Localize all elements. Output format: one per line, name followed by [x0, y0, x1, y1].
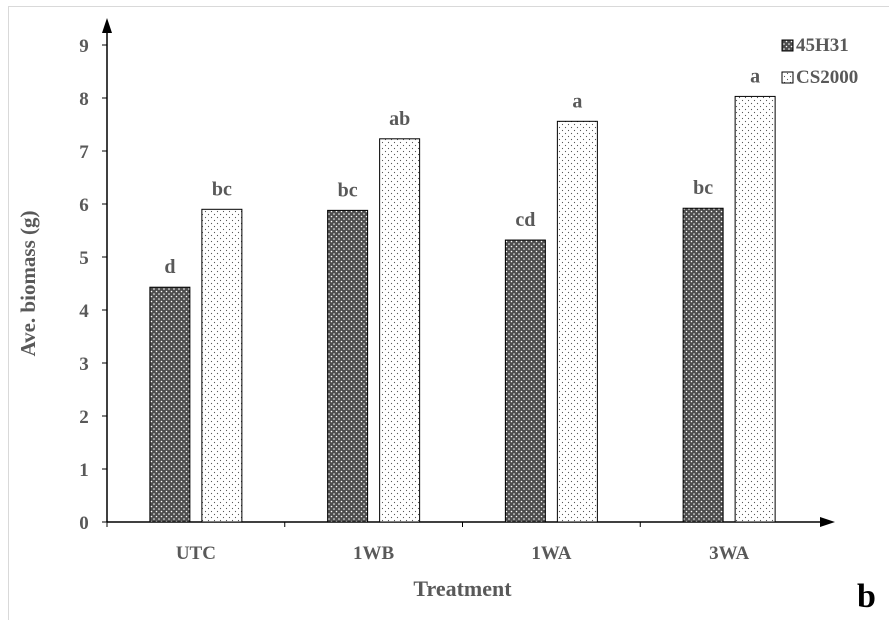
y-tick-label: 7	[79, 142, 89, 163]
bar-45h31	[149, 286, 191, 523]
legend: 45H31 CS2000	[781, 35, 858, 88]
significance-label: bc	[212, 178, 232, 200]
x-tick-label: 1WA	[531, 543, 571, 564]
x-tick-label: 3WA	[709, 543, 749, 564]
bar-cs2000	[379, 138, 421, 523]
x-tick-label: UTC	[176, 543, 216, 564]
bar-45h31	[682, 207, 724, 523]
x-tick-label: 1WB	[353, 543, 395, 564]
legend-label: CS2000	[796, 67, 858, 88]
y-tick-label: 8	[79, 89, 89, 110]
significance-label: ab	[389, 108, 410, 130]
y-tick-label: 2	[79, 407, 89, 428]
legend-label: 45H31	[796, 35, 849, 56]
y-tick-label: 6	[79, 195, 89, 216]
chart-frame	[8, 6, 889, 620]
bar-cs2000	[556, 120, 598, 523]
y-axis-title: Ave. biomass (g)	[16, 210, 40, 356]
bar-cs2000	[201, 208, 243, 523]
y-tick-label: 3	[79, 354, 89, 375]
y-tick-label: 9	[79, 36, 89, 57]
bar-45h31	[327, 209, 369, 523]
bars	[149, 95, 776, 523]
y-tick-label: 0	[79, 513, 89, 534]
x-axis-title: Treatment	[413, 576, 512, 601]
y-tick-label: 5	[79, 248, 89, 269]
significance-label: a	[572, 90, 582, 112]
panel-label: b	[857, 578, 876, 615]
y-tick-label: 1	[79, 460, 89, 481]
y-axis-arrow	[102, 18, 112, 33]
significance-label: cd	[515, 209, 535, 231]
y-tick-label: 4	[79, 301, 89, 322]
significance-label: bc	[693, 177, 713, 199]
bar-45h31	[504, 239, 546, 523]
significance-label: a	[750, 65, 760, 87]
legend-swatch	[781, 71, 794, 84]
legend-swatch	[781, 39, 794, 52]
significance-label: bc	[338, 179, 358, 201]
labels: 0 1 2 3 4 5 6 7 8 9 Ave. biomass (g) UTC d bc 1WB bc ab 1…	[16, 36, 760, 601]
x-axis-arrow	[820, 517, 835, 527]
bar-cs2000	[734, 95, 776, 523]
significance-label: d	[164, 256, 175, 278]
